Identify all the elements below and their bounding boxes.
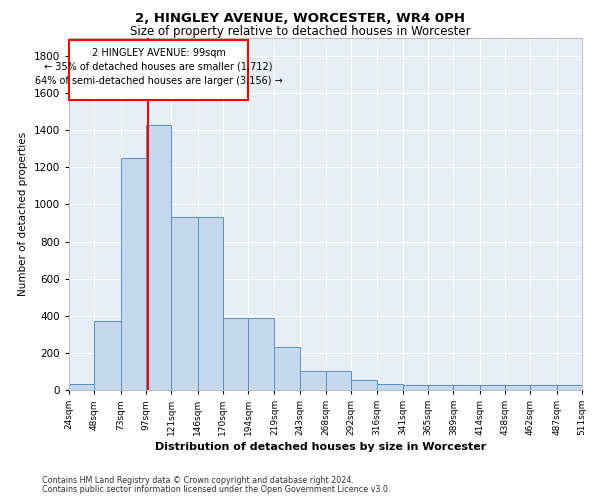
Bar xyxy=(171,218,197,390)
Bar xyxy=(248,318,274,390)
Bar xyxy=(377,384,403,390)
FancyBboxPatch shape xyxy=(69,40,248,100)
Bar xyxy=(530,386,557,390)
Bar xyxy=(403,386,428,390)
Bar xyxy=(557,386,582,390)
Text: Size of property relative to detached houses in Worcester: Size of property relative to detached ho… xyxy=(130,25,470,38)
Bar xyxy=(428,386,454,390)
Bar xyxy=(454,386,480,390)
Bar xyxy=(121,158,146,390)
Bar xyxy=(274,348,299,390)
Text: Contains HM Land Registry data © Crown copyright and database right 2024.: Contains HM Land Registry data © Crown c… xyxy=(42,476,354,485)
Bar xyxy=(223,318,248,390)
Bar xyxy=(480,386,505,390)
Bar xyxy=(94,322,121,390)
Text: 64% of semi-detached houses are larger (3,156) →: 64% of semi-detached houses are larger (… xyxy=(35,76,283,86)
Text: 2, HINGLEY AVENUE, WORCESTER, WR4 0PH: 2, HINGLEY AVENUE, WORCESTER, WR4 0PH xyxy=(135,12,465,26)
Bar xyxy=(299,372,326,390)
Bar xyxy=(326,372,352,390)
Bar xyxy=(146,124,171,390)
Bar xyxy=(352,380,377,390)
Text: Distribution of detached houses by size in Worcester: Distribution of detached houses by size … xyxy=(155,442,487,452)
Text: 2 HINGLEY AVENUE: 99sqm: 2 HINGLEY AVENUE: 99sqm xyxy=(92,48,226,58)
Text: Contains public sector information licensed under the Open Government Licence v3: Contains public sector information licen… xyxy=(42,484,391,494)
Bar xyxy=(197,218,223,390)
Bar xyxy=(69,384,94,390)
Text: ← 35% of detached houses are smaller (1,712): ← 35% of detached houses are smaller (1,… xyxy=(44,62,273,72)
Bar xyxy=(505,386,530,390)
Y-axis label: Number of detached properties: Number of detached properties xyxy=(18,132,28,296)
